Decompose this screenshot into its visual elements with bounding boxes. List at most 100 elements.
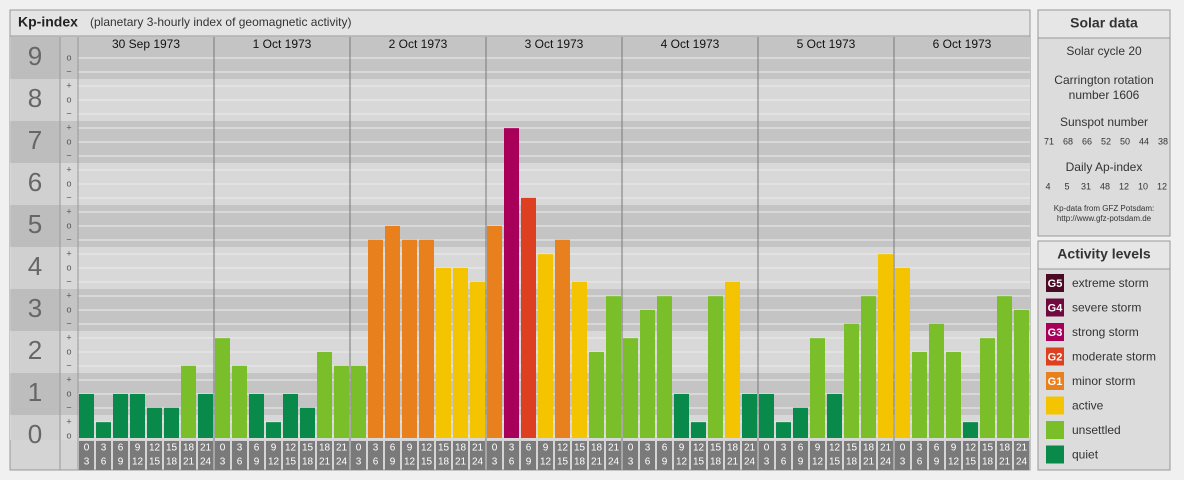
y-tick-label: 6 <box>28 167 42 197</box>
hour-label: 15 <box>557 457 569 468</box>
hour-label: 15 <box>982 443 994 454</box>
kp-bar <box>572 281 587 438</box>
hour-label: 18 <box>302 457 314 468</box>
hour-label: 24 <box>336 457 348 468</box>
minor-tick-label: − <box>66 360 71 370</box>
source: http://www.gfz-potsdam.de <box>1057 214 1152 223</box>
hour-label: 6 <box>662 443 668 454</box>
hour-box <box>266 441 281 470</box>
kp-bar <box>164 407 179 438</box>
legend-swatch <box>1046 298 1064 317</box>
kp-bar <box>504 128 519 438</box>
minor-tick-label: o <box>66 304 71 314</box>
hour-label: 18 <box>166 457 178 468</box>
hour-box <box>368 441 383 470</box>
hour-label: 0 <box>492 443 498 454</box>
ap-value: 48 <box>1100 181 1110 191</box>
y-label-band <box>11 121 60 163</box>
kp-bar <box>402 239 417 438</box>
hour-box <box>198 441 213 470</box>
hour-label: 12 <box>965 443 977 454</box>
hour-box <box>453 441 468 470</box>
kp-bar <box>606 296 621 438</box>
hour-label: 9 <box>543 443 549 454</box>
hour-box <box>249 441 264 470</box>
kp-bar <box>317 352 332 438</box>
minor-tick-label: o <box>66 220 71 230</box>
hour-label: 21 <box>472 443 484 454</box>
legend-label: unsettled <box>1072 423 1121 437</box>
hour-label: 3 <box>509 443 515 454</box>
hour-label: 9 <box>390 457 396 468</box>
hour-label: 3 <box>492 457 498 468</box>
y-tick-label: 1 <box>28 377 42 407</box>
hour-box <box>402 441 417 470</box>
ap-value: 12 <box>1119 181 1129 191</box>
kp-bar <box>555 239 570 438</box>
kp-bar <box>334 365 349 438</box>
hour-box <box>980 441 995 470</box>
hour-label: 15 <box>965 457 977 468</box>
y-label-band <box>11 79 60 121</box>
kp-bar <box>895 268 910 438</box>
legend-title: Activity levels <box>1057 246 1151 262</box>
hour-label: 3 <box>84 457 90 468</box>
hour-label: 15 <box>421 457 433 468</box>
hour-box <box>538 441 553 470</box>
kp-bar <box>538 254 553 438</box>
hour-box <box>776 441 791 470</box>
minor-tick-label: − <box>66 192 71 202</box>
kp-bar <box>759 394 774 438</box>
kp-bar <box>215 338 230 438</box>
kp-bar <box>181 365 196 438</box>
hour-label: 24 <box>200 457 212 468</box>
sunspot-label: Sunspot number <box>1060 115 1148 129</box>
hour-label: 0 <box>356 443 362 454</box>
kp-bar <box>198 394 213 438</box>
minor-tick-label: o <box>66 388 71 398</box>
legend-label: extreme storm <box>1072 276 1149 290</box>
hour-label: 24 <box>744 457 756 468</box>
kp-bar <box>232 365 247 438</box>
sunspot-number: 50 <box>1120 136 1130 146</box>
legend-badge: G5 <box>1048 278 1063 290</box>
hour-label: 6 <box>118 443 124 454</box>
kp-bar <box>453 268 468 438</box>
hour-box <box>691 441 706 470</box>
hour-box <box>181 441 196 470</box>
hour-label: 24 <box>472 457 484 468</box>
hour-box <box>844 441 859 470</box>
hour-box <box>79 441 94 470</box>
kp-bar <box>827 394 842 438</box>
hour-label: 21 <box>183 457 195 468</box>
kp-bar <box>946 352 961 438</box>
kp-bar <box>351 365 366 438</box>
hour-box <box>130 441 145 470</box>
hour-box <box>827 441 842 470</box>
kp-bar <box>980 338 995 438</box>
day-label: 4 Oct 1973 <box>661 37 720 51</box>
hour-label: 3 <box>237 443 243 454</box>
legend-label: moderate storm <box>1072 350 1156 364</box>
minor-tick-label: + <box>66 332 71 342</box>
hour-label: 3 <box>917 443 923 454</box>
hour-label: 12 <box>676 457 688 468</box>
legend-title-bar <box>1037 240 1171 270</box>
day-label: 1 Oct 1973 <box>253 37 312 51</box>
hour-label: 12 <box>421 443 433 454</box>
hour-label: 18 <box>863 443 875 454</box>
legend-badge: G3 <box>1048 327 1063 339</box>
legend-badge: G1 <box>1048 376 1063 388</box>
y-label-band <box>11 37 60 79</box>
hour-label: 15 <box>693 457 705 468</box>
hour-box <box>96 441 111 470</box>
hour-label: 6 <box>645 457 651 468</box>
kp-bar <box>130 394 145 438</box>
hour-label: 21 <box>1016 443 1028 454</box>
hour-box <box>215 441 230 470</box>
chart-subtitle: (planetary 3-hourly index of geomagnetic… <box>90 15 351 29</box>
hour-box <box>963 441 978 470</box>
hour-box <box>1014 441 1029 470</box>
y-tick-label: 2 <box>28 335 42 365</box>
